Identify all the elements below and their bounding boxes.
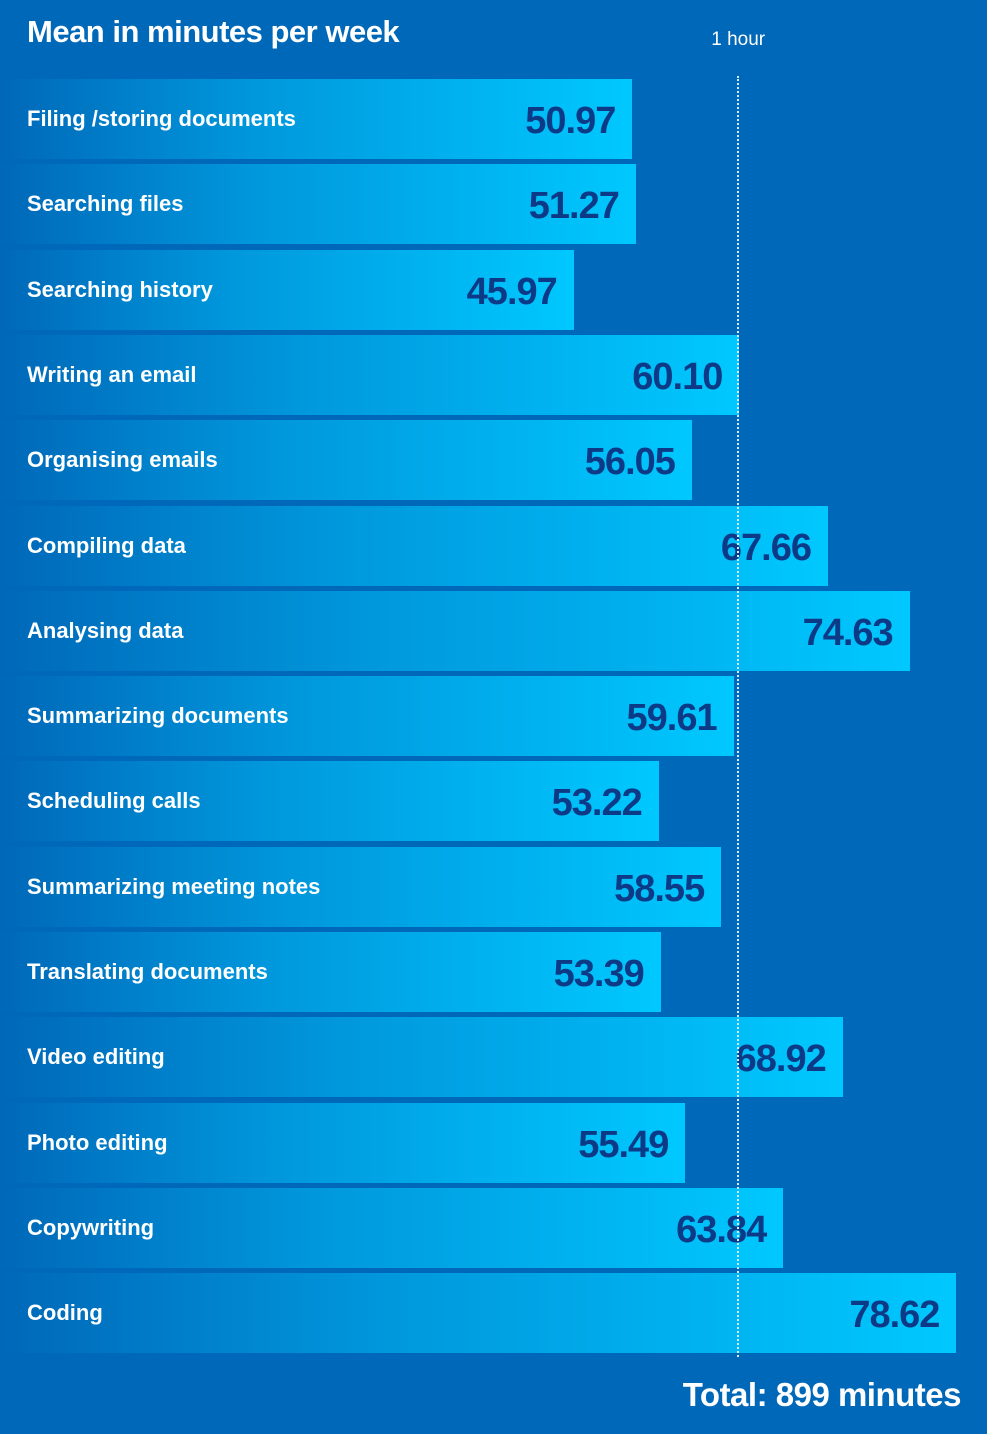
category-label: Summarizing meeting notes [27, 873, 321, 899]
value-label: 58.55 [614, 867, 705, 910]
bar [0, 676, 734, 757]
value-label: 78.62 [849, 1294, 940, 1337]
value-label: 67.66 [720, 526, 812, 569]
value-label: 60.10 [632, 355, 723, 398]
category-label: Writing an email [27, 361, 197, 387]
category-label: Copywriting [27, 1214, 155, 1240]
reference-line-1-hour [737, 76, 740, 1357]
chart-title: Mean in minutes per week [27, 14, 400, 49]
category-label: Searching history [27, 276, 213, 302]
bar [0, 590, 910, 671]
bar [0, 1017, 843, 1098]
reference-line-label: 1 hour [711, 29, 766, 50]
bar [0, 761, 659, 842]
bar [0, 79, 633, 159]
bar [0, 505, 828, 586]
bar [0, 420, 692, 501]
bar [0, 846, 722, 927]
category-label: Summarizing documents [27, 703, 289, 729]
category-label: Translating documents [27, 959, 268, 984]
category-label: Scheduling calls [27, 788, 201, 814]
category-label: Compiling data [27, 532, 186, 558]
category-label: Searching files [27, 191, 184, 217]
bar [0, 932, 661, 1012]
value-label: 56.05 [584, 441, 676, 484]
bar [0, 1273, 957, 1354]
value-label: 45.97 [466, 270, 558, 313]
value-label: 59.61 [626, 697, 718, 740]
bar [0, 1187, 784, 1268]
value-label: 53.22 [551, 782, 643, 825]
category-label: Filing /storing documents [27, 106, 296, 131]
category-label: Video editing [27, 1044, 165, 1070]
value-label: 51.27 [528, 185, 620, 228]
value-label: 74.63 [802, 611, 894, 654]
bar [0, 334, 740, 415]
category-label: Photo editing [27, 1129, 168, 1155]
bar [0, 164, 636, 245]
value-label: 55.49 [578, 1123, 669, 1166]
value-label: 50.97 [525, 100, 616, 142]
bar [0, 1102, 686, 1183]
value-label: 53.39 [553, 953, 645, 995]
value-label: 68.92 [735, 1038, 827, 1081]
total-label: Total: 899 minutes [682, 1376, 962, 1413]
category-label: Coding [27, 1300, 103, 1326]
value-label: 63.84 [676, 1208, 767, 1251]
bar [0, 249, 574, 330]
category-label: Organising emails [27, 447, 218, 473]
category-label: Analysing data [27, 617, 184, 643]
